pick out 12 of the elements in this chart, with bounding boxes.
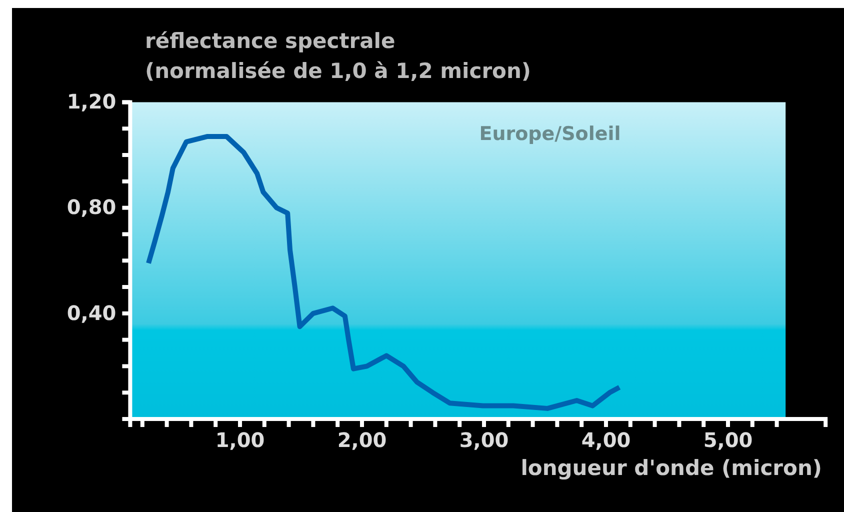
y-tick-label: 1,20	[66, 90, 116, 114]
y-tick-label: 0,80	[66, 195, 116, 220]
x-tick-label: 4,00	[581, 428, 631, 452]
x-axis-title: longueur d'onde (micron)	[520, 456, 822, 480]
x-tick-label: 2,00	[337, 428, 387, 452]
x-tick-label: 1,00	[215, 428, 265, 452]
chart-title: réflectance spectrale	[145, 29, 396, 53]
x-tick-label: 3,00	[459, 428, 509, 452]
y-tick-label: 0,40	[66, 300, 116, 325]
x-tick-label: 5,00	[703, 428, 753, 452]
chart-subtitle: (normalisée de 1,0 à 1,2 micron)	[145, 59, 532, 83]
annotation: Europe/Soleil	[479, 123, 621, 145]
